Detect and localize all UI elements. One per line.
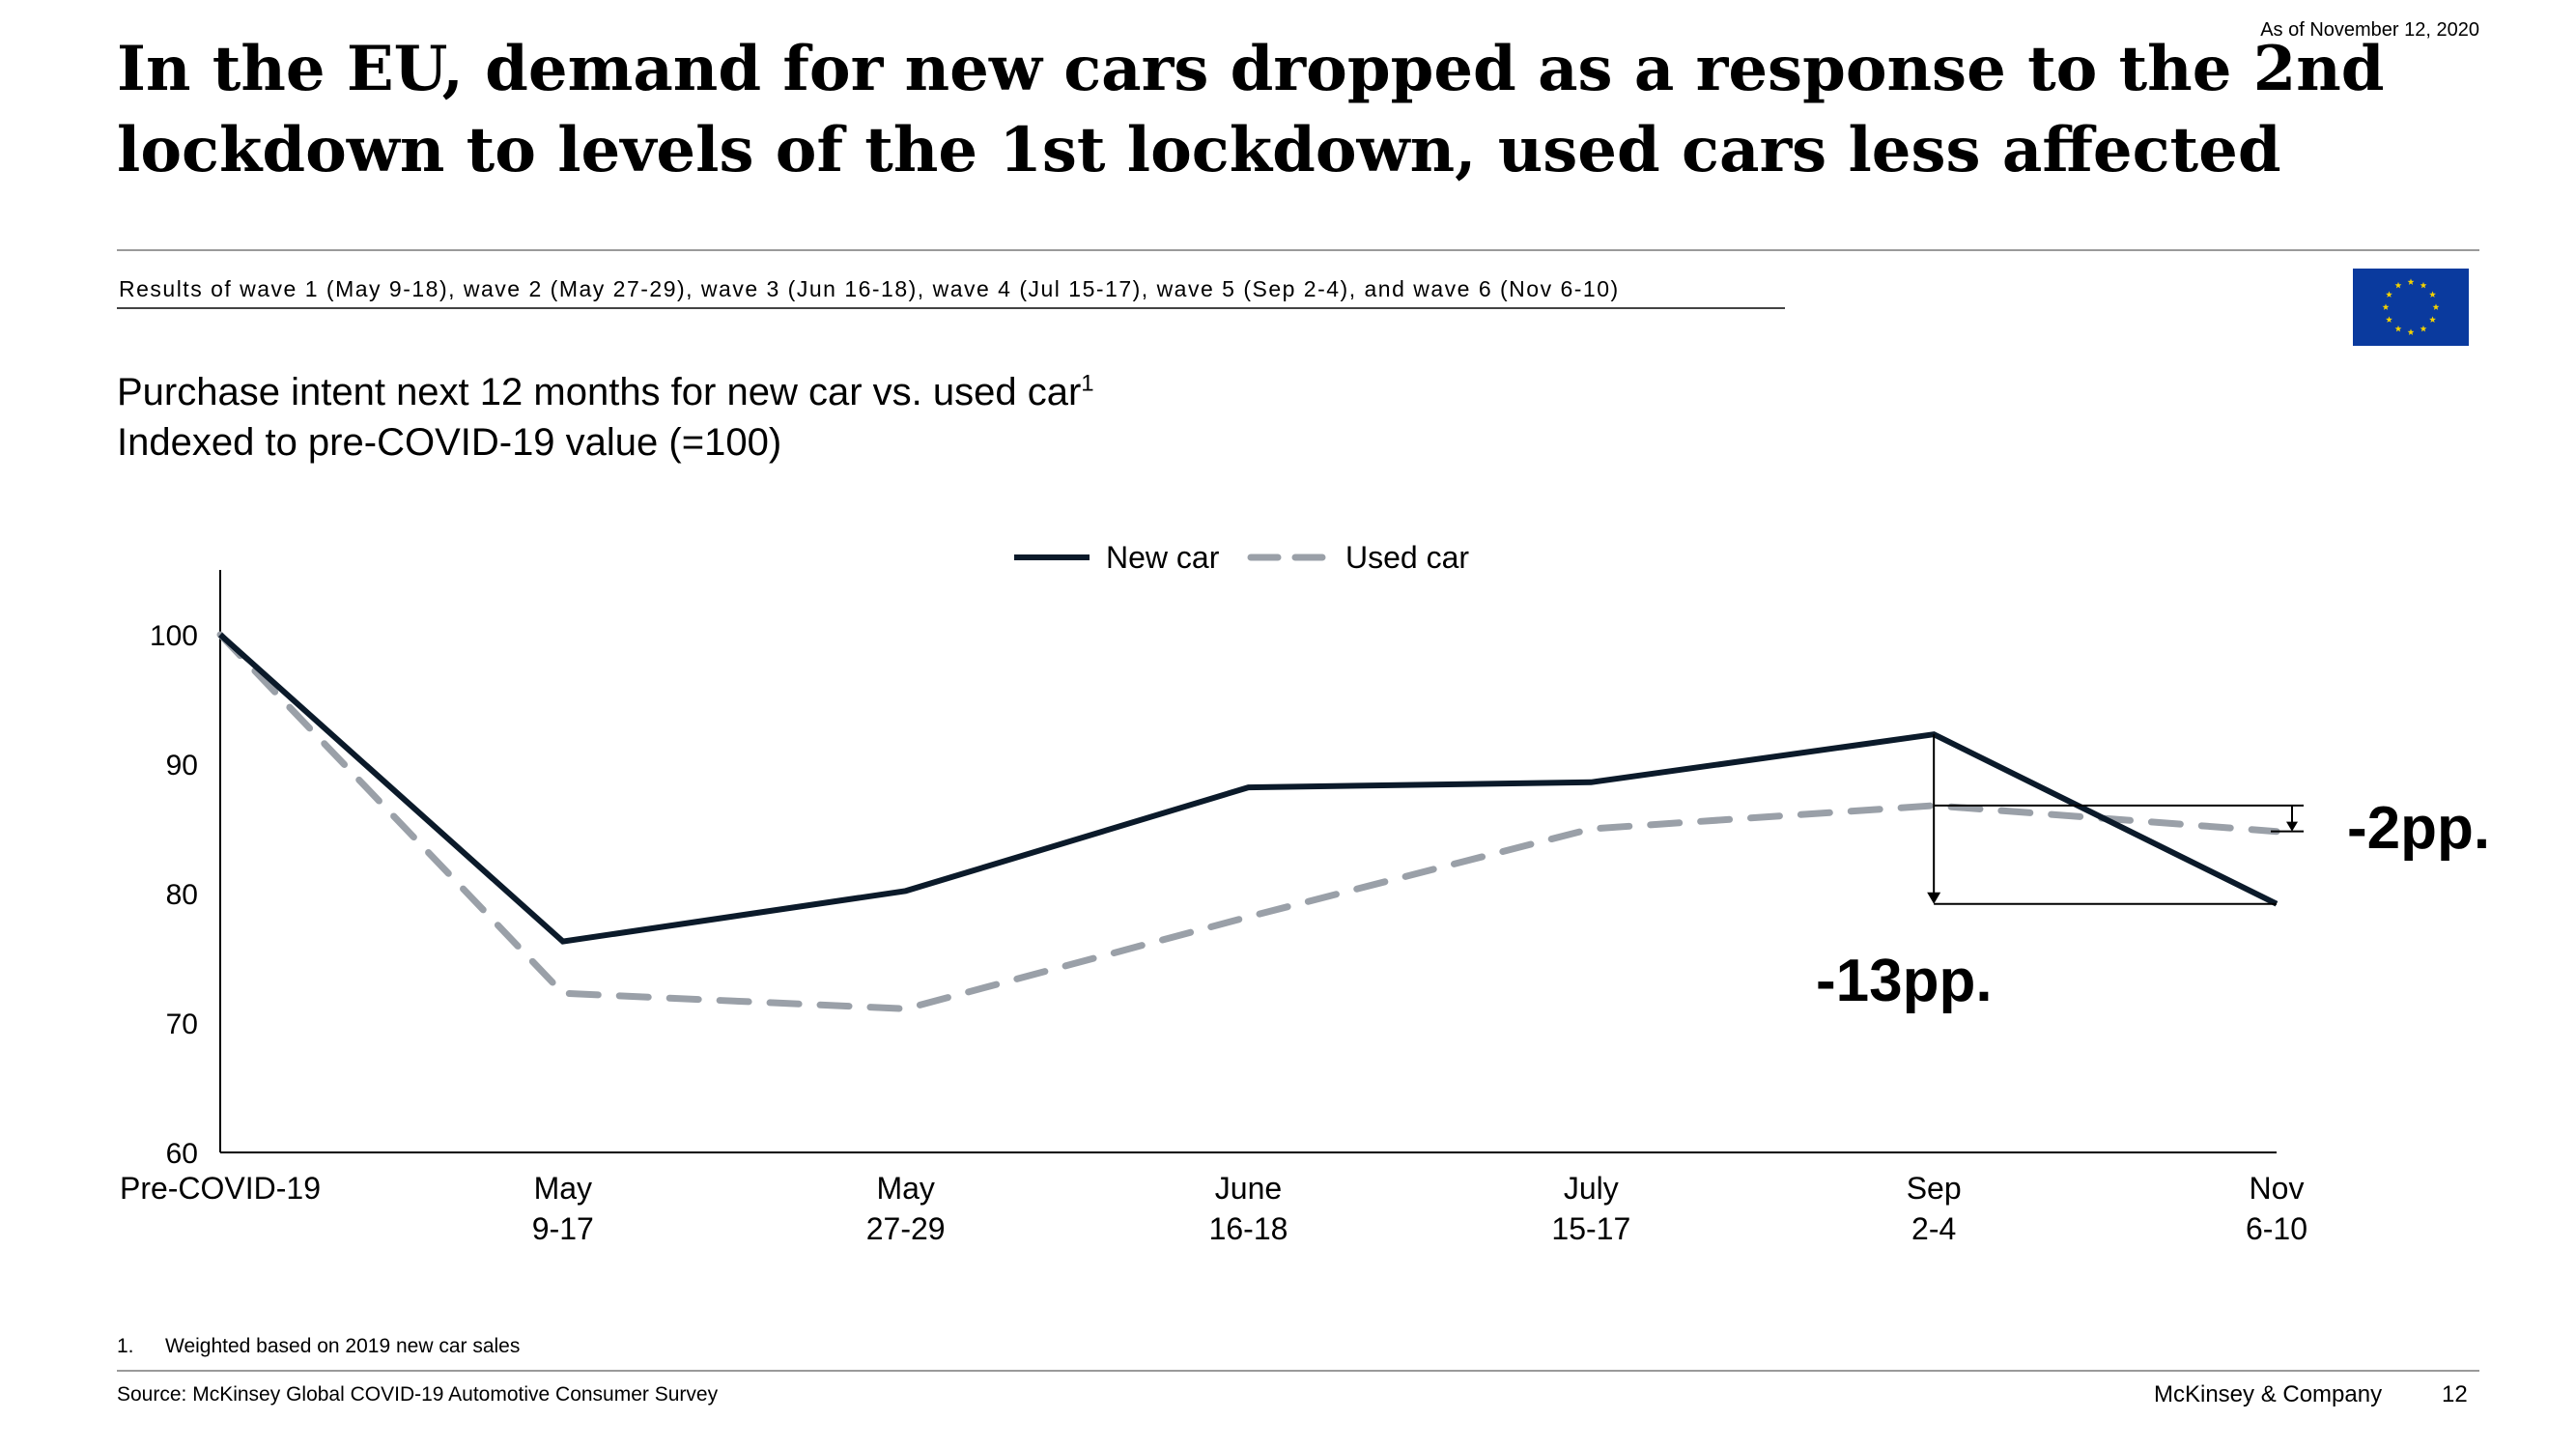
subtitle-underline bbox=[117, 307, 1785, 309]
page-title: In the EU, demand for new cars dropped a… bbox=[117, 29, 2435, 191]
x-tick-label: 15-17 bbox=[1551, 1211, 1630, 1246]
x-tick-label: 27-29 bbox=[866, 1211, 946, 1246]
survey-waves-subtitle: Results of wave 1 (May 9-18), wave 2 (Ma… bbox=[119, 276, 1620, 301]
flag-star bbox=[2382, 303, 2390, 310]
x-tick-label: 16-18 bbox=[1209, 1211, 1288, 1246]
company-name: McKinsey & Company bbox=[2154, 1381, 2383, 1407]
x-tick-label: Nov bbox=[2250, 1171, 2305, 1206]
new-car-series-line bbox=[217, 632, 2279, 945]
x-tick-label: 6-10 bbox=[2246, 1211, 2307, 1246]
bottom-divider bbox=[117, 1370, 2479, 1372]
title-line-1: In the EU, demand for new cars dropped a… bbox=[117, 33, 2385, 105]
x-tick-label: 9-17 bbox=[532, 1211, 594, 1246]
x-tick-label: June bbox=[1215, 1171, 1282, 1206]
y-tick-label: 90 bbox=[166, 750, 198, 781]
x-tick-label: July bbox=[1564, 1171, 1619, 1206]
x-tick-label: May bbox=[534, 1171, 592, 1206]
flag-star bbox=[2386, 291, 2392, 298]
flag-star bbox=[2386, 316, 2392, 323]
source-note: Source: McKinsey Global COVID-19 Automot… bbox=[117, 1383, 719, 1406]
x-tick-label: May bbox=[876, 1171, 934, 1206]
legend-label-used-car: Used car bbox=[1345, 540, 1469, 575]
legend-label-new-car: New car bbox=[1106, 540, 1220, 575]
flag-star bbox=[2429, 316, 2436, 323]
x-tick-label: Sep bbox=[1907, 1171, 1962, 1206]
y-tick-label: 80 bbox=[166, 879, 198, 911]
annotation-new-car-drop: -13pp. bbox=[1816, 948, 1993, 1014]
flag-star bbox=[2407, 278, 2415, 285]
chart-legend: New car Used car bbox=[1014, 540, 1469, 575]
page-number: 12 bbox=[2442, 1381, 2468, 1407]
flag-star bbox=[2394, 325, 2402, 332]
annotation-used-car-drop: -2pp. bbox=[2347, 795, 2490, 862]
y-tick-label: 60 bbox=[166, 1138, 198, 1170]
new-car-drop-arrowhead bbox=[1927, 892, 1941, 904]
flag-star bbox=[2432, 303, 2440, 310]
flag-star bbox=[2394, 281, 2402, 289]
flag-star bbox=[2420, 281, 2427, 289]
date-stamp: As of November 12, 2020 bbox=[2260, 19, 2479, 41]
line-chart: 60 70 80 90 100 Pre-COVID-19 May 9-17 May 27-29 Ju… bbox=[120, 540, 2490, 1246]
flag-star bbox=[2407, 328, 2415, 335]
footnote-marker: 1 bbox=[1081, 370, 1094, 397]
used-car-drop-arrowhead bbox=[2286, 821, 2298, 832]
footnote-number: 1. bbox=[117, 1335, 134, 1357]
footnote: 1. Weighted based on 2019 new car sales bbox=[117, 1335, 520, 1358]
x-tick-label: 2-4 bbox=[1911, 1211, 1956, 1246]
flag-star bbox=[2420, 325, 2427, 332]
x-tick-label: Pre-COVID-19 bbox=[120, 1171, 321, 1206]
title-line-2: lockdown to levels of the 1st lockdown, … bbox=[117, 114, 2281, 186]
chart-heading: Purchase intent next 12 months for new c… bbox=[117, 367, 1094, 468]
chart-heading-line-1: Purchase intent next 12 months for new c… bbox=[117, 370, 1094, 413]
y-tick-label: 70 bbox=[166, 1009, 198, 1040]
y-tick-label: 100 bbox=[150, 620, 198, 652]
top-divider bbox=[117, 249, 2479, 251]
eu-flag-icon bbox=[2353, 269, 2469, 346]
flag-star bbox=[2429, 291, 2436, 298]
footnote-text: Weighted based on 2019 new car sales bbox=[165, 1335, 521, 1357]
chart-heading-line-2: Indexed to pre-COVID-19 value (=100) bbox=[117, 421, 782, 464]
